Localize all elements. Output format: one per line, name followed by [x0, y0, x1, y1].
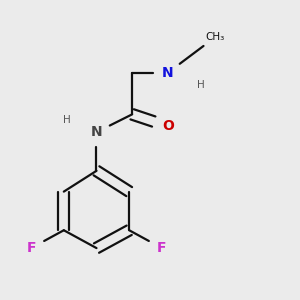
Text: F: F — [26, 241, 36, 255]
Circle shape — [89, 125, 104, 140]
Text: N: N — [162, 66, 174, 80]
Text: N: N — [91, 125, 102, 139]
Circle shape — [160, 119, 175, 134]
Circle shape — [160, 65, 175, 80]
Text: O: O — [162, 119, 174, 133]
Circle shape — [193, 77, 208, 92]
Circle shape — [24, 241, 38, 256]
Circle shape — [154, 241, 169, 256]
Text: F: F — [157, 241, 167, 255]
Circle shape — [59, 113, 74, 128]
Text: H: H — [63, 115, 71, 125]
Circle shape — [208, 30, 223, 44]
Text: CH₃: CH₃ — [206, 32, 225, 42]
Text: H: H — [197, 80, 204, 90]
